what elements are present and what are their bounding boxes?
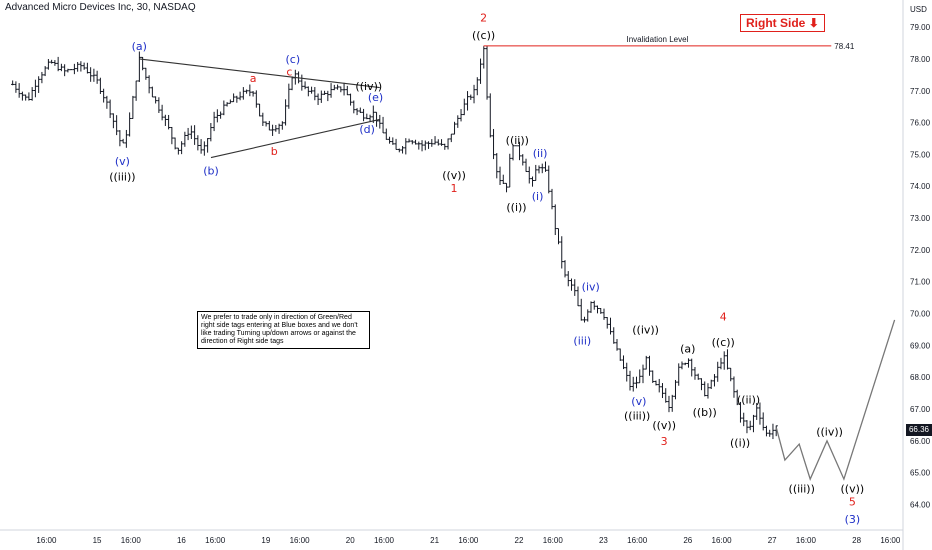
wave-label: 4: [720, 311, 727, 324]
y-tick-label: 72.00: [910, 246, 931, 255]
y-tick-label: 77.00: [910, 87, 931, 96]
wave-label: ((b)): [693, 406, 717, 419]
x-tick-label: 20: [346, 536, 355, 545]
right-side-tag: Right Side ⬇: [740, 14, 825, 32]
x-tick-label: 16:00: [205, 536, 226, 545]
y-tick-label: 75.00: [910, 150, 931, 159]
wave-label: (c): [286, 53, 301, 66]
y-tick-label: 69.00: [910, 341, 931, 350]
x-tick-label: 16:00: [36, 536, 57, 545]
right-side-label: Right Side: [746, 16, 806, 30]
last-price-tag: 66.36: [906, 424, 932, 436]
x-tick-label: 21: [430, 536, 439, 545]
wave-label: ((iv)): [632, 323, 659, 336]
invalidation-label: Invalidation Level: [627, 35, 689, 44]
wave-label: ((iii)): [789, 483, 815, 496]
wave-label: ((c)): [472, 29, 495, 42]
y-tick-label: 79.00: [910, 23, 931, 32]
wave-label: b: [271, 145, 278, 158]
wave-label: (iii): [573, 335, 591, 348]
wave-label: ((iii)): [109, 171, 135, 184]
wave-label: (iv): [582, 281, 600, 294]
y-tick-label: 65.00: [910, 469, 931, 478]
wave-label: 1: [451, 182, 458, 195]
x-tick-label: 16:00: [712, 536, 733, 545]
wave-label: c: [286, 66, 292, 79]
wave-label: ((i)): [506, 201, 526, 214]
wave-label: (a): [132, 40, 147, 53]
y-tick-label: 68.00: [910, 373, 931, 382]
wave-label: 2: [480, 12, 487, 25]
currency-label: USD: [910, 5, 927, 14]
wave-label: 5: [849, 495, 856, 508]
x-tick-label: 16: [177, 536, 186, 545]
down-arrow-icon: ⬇: [808, 16, 819, 30]
x-tick-label: 16:00: [290, 536, 311, 545]
wave-label: ((iii)): [624, 409, 650, 422]
x-tick-label: 16:00: [374, 536, 395, 545]
wave-label: ((i)): [730, 436, 750, 449]
wave-label: 3: [661, 435, 668, 448]
wave-label: ((v)): [652, 419, 676, 432]
wave-label: (i): [532, 190, 544, 203]
x-tick-label: 23: [599, 536, 608, 545]
wave-label: ((iv)): [816, 425, 843, 438]
y-tick-label: 73.00: [910, 214, 931, 223]
x-tick-label: 28: [852, 536, 861, 545]
wave-label: (ii): [533, 147, 548, 160]
x-tick-label: 16:00: [121, 536, 142, 545]
invalidation-value: 78.41: [834, 42, 855, 51]
y-tick-label: 78.00: [910, 55, 931, 64]
wave-label: a: [250, 72, 257, 85]
x-tick-label: 19: [261, 536, 270, 545]
y-tick-label: 76.00: [910, 119, 931, 128]
wave-label: (v): [115, 155, 130, 168]
wave-label: (v): [631, 395, 646, 408]
wave-label: ((v)): [442, 169, 466, 182]
x-tick-label: 16:00: [458, 536, 479, 545]
wave-label: ((ii)): [506, 134, 529, 147]
wave-label: (d): [359, 123, 375, 136]
triangle-lower-line: [210, 118, 380, 159]
trading-note: We prefer to trade only in direction of …: [197, 311, 370, 349]
wave-label: (b): [203, 164, 219, 177]
triangle-upper-line: [139, 58, 380, 89]
wave-label: (3): [845, 513, 861, 526]
chart-title: Advanced Micro Devices Inc, 30, NASDAQ: [5, 2, 196, 13]
x-tick-label: 16:00: [543, 536, 564, 545]
y-tick-label: 64.00: [910, 501, 931, 510]
x-tick-label: 22: [515, 536, 524, 545]
x-tick-label: 16:00: [627, 536, 648, 545]
wave-label: ((v)): [841, 483, 865, 496]
x-tick-label: 27: [768, 536, 777, 545]
wave-label: (e): [368, 91, 383, 104]
x-tick-label: 26: [683, 536, 692, 545]
x-tick-label: 16:00: [880, 536, 901, 545]
y-tick-label: 71.00: [910, 278, 931, 287]
x-tick-label: 16:00: [796, 536, 817, 545]
y-tick-label: 70.00: [910, 310, 931, 319]
y-tick-label: 67.00: [910, 405, 931, 414]
x-tick-label: 15: [93, 536, 102, 545]
wave-label: (a): [680, 343, 695, 356]
y-tick-label: 66.00: [910, 437, 931, 446]
y-tick-label: 74.00: [910, 182, 931, 191]
wave-label: ((c)): [712, 336, 735, 349]
projection-path: [775, 319, 896, 481]
wave-label: ((ii)): [737, 394, 760, 407]
wave-label: ((iv)): [355, 80, 382, 93]
